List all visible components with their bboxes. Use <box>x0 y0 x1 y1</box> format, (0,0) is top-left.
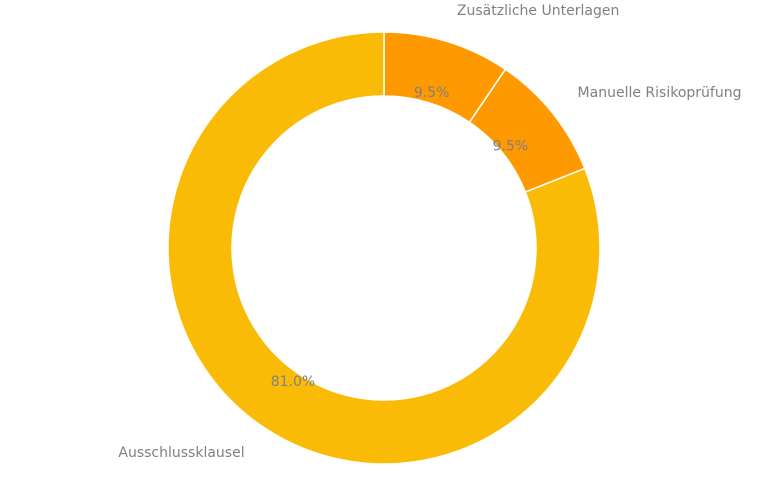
donut-slices <box>167 31 601 465</box>
category-label-ausschlussklausel: Ausschlussklausel <box>118 445 244 461</box>
donut-labels: 9.5% Zusätzliche Unterlagen 9.5% Manuelle R… <box>118 3 741 461</box>
category-label-zusatzliche-unterlagen: Zusätzliche Unterlagen <box>457 3 619 19</box>
value-label-ausschlussklausel: 81.0% <box>271 374 315 390</box>
value-label-manuelle-risikoprufung: 9.5% <box>493 139 529 155</box>
slice-ausschlussklausel <box>167 31 601 465</box>
category-label-manuelle-risikoprufung: Manuelle Risikoprüfung <box>578 85 742 101</box>
value-label-zusatzliche-unterlagen: 9.5% <box>414 85 450 101</box>
